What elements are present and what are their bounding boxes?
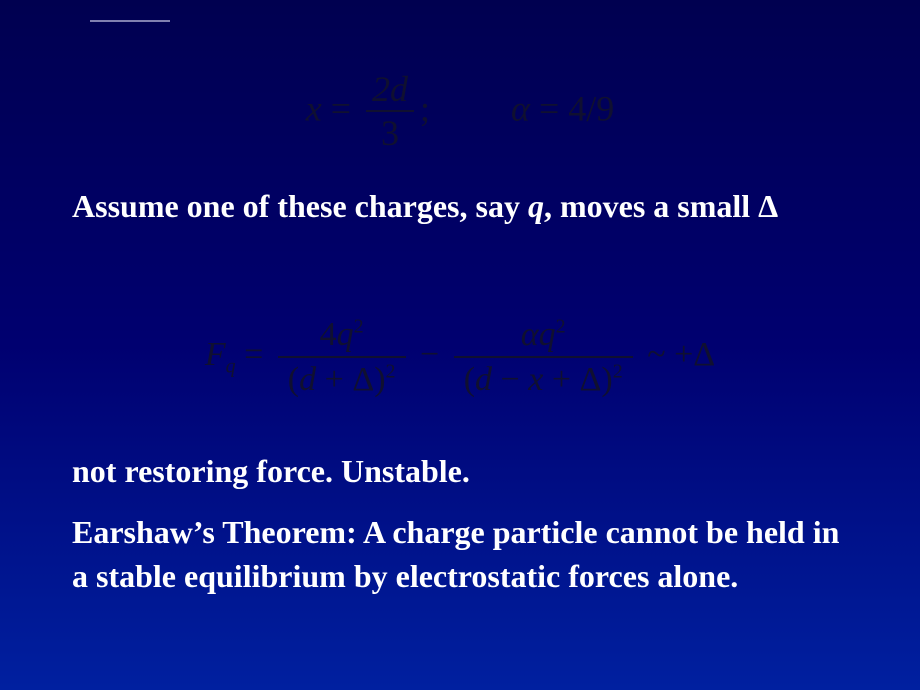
eq2-sim: ~ [639, 336, 674, 373]
eq2-t2-den: (d − x + Δ)2 [454, 358, 633, 399]
eq1-x: x [306, 89, 322, 129]
equation-2: Fq = 4q2(d + Δ)2 − αq2(d − x + Δ)2 ~ +Δ [0, 315, 920, 399]
paragraph-3: Earshaw’s Theorem: A charge particle can… [72, 510, 848, 598]
p1-mid: , moves a small [544, 188, 758, 224]
eq2-Fsub: q [226, 356, 236, 378]
eq1-num: 2d [366, 70, 414, 112]
p1-delta: Δ [758, 188, 778, 224]
eq2-sign: + [674, 336, 693, 373]
eq2-D: Δ [693, 336, 715, 373]
equation-1: x = 2d3; α = 4/9 [0, 70, 920, 155]
eq2-t1-den: (d + Δ)2 [278, 358, 406, 399]
eq2-term1: 4q2(d + Δ)2 [278, 315, 406, 399]
eq2-eq: = [236, 336, 272, 373]
paragraph-2: not restoring force. Unstable. [72, 450, 848, 493]
eq1-eq: = [322, 89, 360, 129]
eq2-minus: − [412, 336, 448, 373]
divider-line [90, 20, 170, 22]
eq1-eq2: = [530, 89, 568, 129]
eq1-val: 4/9 [568, 89, 614, 129]
eq1-fraction: 2d3 [366, 70, 414, 155]
eq2-t1-num: 4q2 [278, 315, 406, 358]
eq1-sep: ; [420, 89, 430, 129]
p1-q: q [528, 188, 544, 224]
p1-pre: Assume one of these charges, say [72, 188, 528, 224]
eq1-alpha: α [511, 89, 530, 129]
eq1-den: 3 [366, 112, 414, 155]
eq2-t2-num: αq2 [454, 315, 633, 358]
eq2-F: F [205, 336, 226, 373]
paragraph-1: Assume one of these charges, say q, move… [72, 185, 848, 228]
eq2-term2: αq2(d − x + Δ)2 [454, 315, 633, 399]
